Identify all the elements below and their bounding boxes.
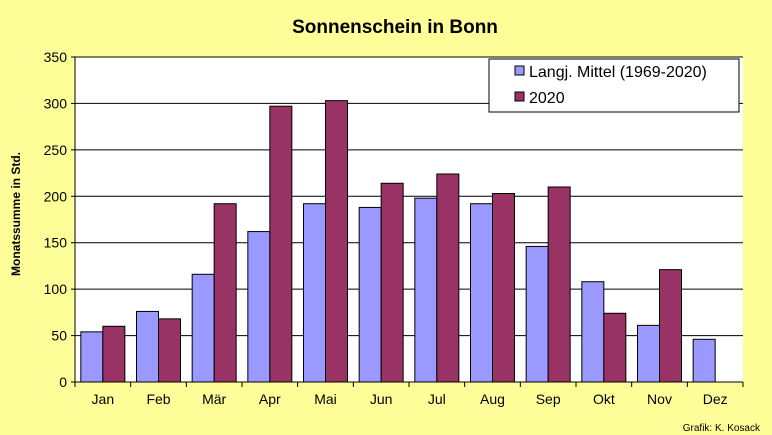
bar-langj-mittel-1969-2020-jun [358, 206, 382, 383]
x-tick-label-jun: Jun [370, 391, 393, 407]
bar-langj-mittel-1969-2020-feb [136, 310, 159, 383]
bar-2020-sep [547, 186, 571, 383]
legend-label-langj-mittel-1969-2020: Langj. Mittel (1969-2020) [529, 64, 707, 81]
bar-langj-mittel-1969-2020-sep [525, 245, 549, 383]
x-tick-label-jan: Jan [92, 391, 115, 407]
y-tick-label-0: 0 [59, 374, 67, 390]
bar-langj-mittel-1969-2020-apr [247, 231, 271, 383]
bar-2020-aug [492, 193, 515, 383]
bar-langj-mittel-1969-2020-okt [581, 281, 605, 383]
bars [80, 100, 716, 383]
bar-langj-mittel-1969-2020-dez [692, 338, 716, 383]
x-tick-label-okt: Okt [593, 391, 615, 407]
legend-swatch-2020 [514, 91, 525, 102]
y-tick-label-250: 250 [44, 142, 68, 158]
bar-2020-m-r [213, 203, 237, 383]
chart-title: Sonnenschein in Bonn [292, 17, 498, 38]
axes [71, 56, 744, 387]
bar-langj-mittel-1969-2020-aug [470, 203, 493, 383]
x-tick-label-dez: Dez [703, 391, 728, 407]
y-tick-label-350: 350 [44, 49, 68, 65]
bar-2020-nov [659, 269, 682, 383]
y-tick-label-300: 300 [44, 95, 68, 111]
legend-box [488, 58, 740, 113]
bar-langj-mittel-1969-2020-nov [637, 324, 660, 383]
bar-2020-feb [158, 318, 181, 383]
legend-swatch-langj-mittel-1969-2020 [514, 65, 525, 76]
y-tick-label-200: 200 [44, 188, 68, 204]
y-axis-label: Monatssumme in Std. [9, 152, 23, 276]
x-tick-label-m-r: Mär [202, 391, 226, 407]
y-tick-label-50: 50 [51, 328, 67, 344]
x-tick-label-feb: Feb [146, 391, 170, 407]
x-tick-label-sep: Sep [536, 391, 561, 407]
bar-2020-okt [603, 312, 627, 383]
bar-2020-jan [102, 325, 126, 383]
y-tick-label-100: 100 [44, 281, 68, 297]
bar-langj-mittel-1969-2020-mai [303, 203, 326, 383]
credit-text: Grafik: K. Kosack [683, 423, 761, 434]
x-tick-labels: Jan Feb Mär Apr Mai Jun Jul Aug Sep Okt Nov Dez [92, 391, 728, 407]
bar-langj-mittel-1969-2020-jan [80, 331, 104, 383]
x-tick-label-mai: Mai [314, 391, 337, 407]
bar-2020-jun [380, 182, 404, 383]
y-tick-labels: 0 50 100 150 200 250 300 350 [44, 49, 68, 390]
bar-langj-mittel-1969-2020-jul [414, 197, 438, 383]
legend: Langj. Mittel (1969-2020) 2020 [488, 58, 740, 113]
legend-label-2020: 2020 [529, 90, 565, 107]
y-tick-label-150: 150 [44, 235, 68, 251]
bar-2020-jul [436, 173, 460, 383]
x-tick-label-nov: Nov [647, 391, 672, 407]
bar-2020-mai [325, 100, 348, 383]
x-tick-label-aug: Aug [480, 391, 505, 407]
x-tick-label-apr: Apr [259, 391, 281, 407]
bar-2020-apr [269, 105, 293, 383]
x-tick-label-jul: Jul [428, 391, 446, 407]
bar-langj-mittel-1969-2020-m-r [191, 273, 215, 383]
